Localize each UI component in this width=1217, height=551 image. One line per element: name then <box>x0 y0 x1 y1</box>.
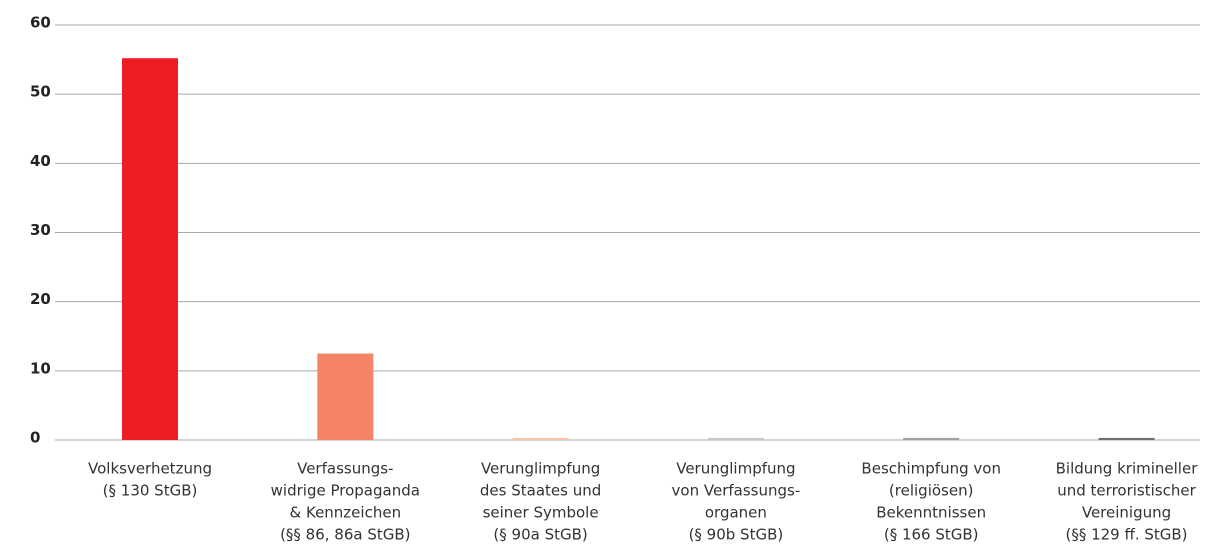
bar <box>903 437 960 440</box>
x-tick-label: und terroristischer <box>1057 482 1196 500</box>
x-tick-label: Volksverhetzung <box>88 460 212 478</box>
y-tick-label: 20 <box>30 290 51 308</box>
y-tick-label: 10 <box>30 359 51 377</box>
x-tick-label: widrige Propaganda <box>271 482 420 500</box>
bar <box>512 437 569 440</box>
x-tick-label: Beschimpfung von <box>861 460 1001 478</box>
x-tick-label: Verunglimpfung <box>676 460 795 478</box>
x-tick-label: organen <box>705 504 767 522</box>
x-tick-label: (§ 166 StGB) <box>884 526 979 544</box>
bar <box>1098 437 1155 440</box>
bar <box>317 353 374 440</box>
x-tick-label: Verfassungs- <box>297 460 393 478</box>
x-tick-label: von Verfassungs- <box>672 482 801 500</box>
bar <box>122 58 178 440</box>
x-tick-label: des Staates und <box>480 482 601 500</box>
x-tick-label: Bekenntnissen <box>876 504 986 522</box>
x-tick-label: (§ 90b StGB) <box>689 526 784 544</box>
x-tick-label: (§ 130 StGB) <box>103 482 198 500</box>
y-tick-label: 50 <box>30 83 51 101</box>
y-tick-label: 40 <box>30 152 51 170</box>
x-tick-label: (religiösen) <box>889 482 974 500</box>
x-tick-label: (§§ 86, 86a StGB) <box>280 526 410 544</box>
bar <box>707 437 764 440</box>
x-tick-label: Verunglimpfung <box>481 460 600 478</box>
x-tick-label: & Kennzeichen <box>290 504 402 522</box>
y-tick-label: 60 <box>30 14 51 32</box>
x-tick-label: (§ 90a StGB) <box>493 526 587 544</box>
x-tick-label: Vereinigung <box>1082 504 1171 522</box>
y-tick-label: 30 <box>30 221 51 239</box>
y-tick-label: 0 <box>30 429 40 447</box>
x-tick-label: seiner Symbole <box>483 504 599 522</box>
x-tick-label: Bildung krimineller <box>1056 460 1199 478</box>
x-tick-label: (§§ 129 ff. StGB) <box>1065 526 1187 544</box>
